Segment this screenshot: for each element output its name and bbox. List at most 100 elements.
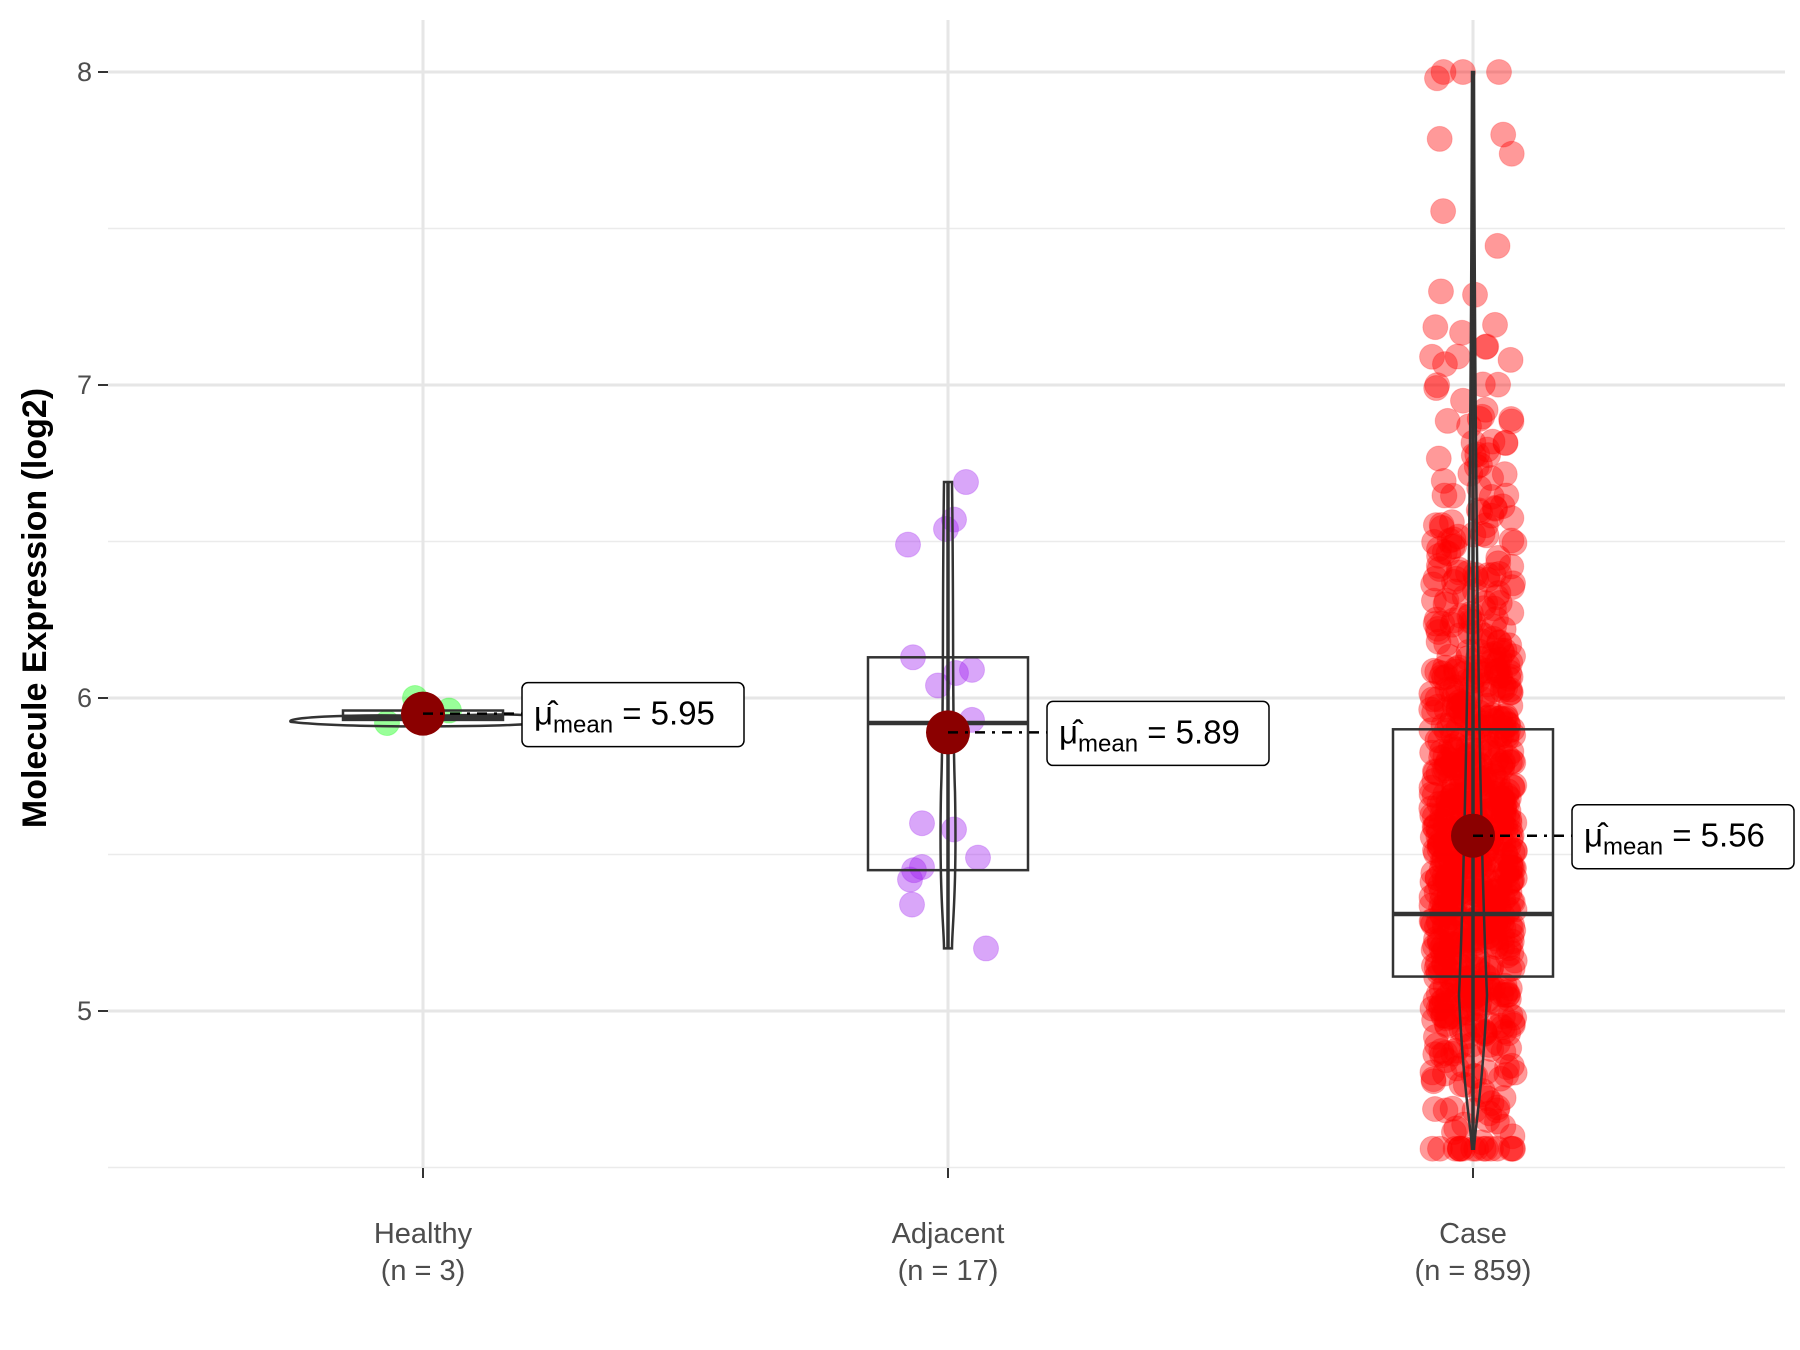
data-point [1429, 610, 1456, 637]
data-point [1428, 1042, 1455, 1069]
data-point [1430, 940, 1457, 967]
data-point [1433, 1011, 1460, 1038]
data-point [1474, 671, 1501, 698]
data-point [1432, 972, 1459, 999]
data-point [909, 854, 935, 881]
data-point [1456, 742, 1483, 769]
data-point [1432, 743, 1459, 770]
data-point [1450, 1135, 1477, 1162]
data-point [1442, 731, 1469, 758]
data-point [1462, 662, 1489, 689]
data-point [1444, 968, 1471, 995]
data-point [1484, 1094, 1511, 1121]
data-point [1438, 904, 1465, 931]
data-point [1426, 929, 1453, 956]
data-point [1485, 550, 1512, 577]
data-point [1444, 982, 1471, 1009]
data-point [1479, 878, 1506, 905]
data-point [1450, 660, 1477, 687]
data-point [1476, 989, 1503, 1016]
data-point [1498, 408, 1525, 435]
data-point [1483, 1108, 1510, 1135]
data-point [1485, 544, 1512, 571]
data-point [1486, 724, 1513, 751]
data-point [1501, 1004, 1528, 1031]
data-point [1431, 654, 1458, 681]
data-point [1421, 814, 1448, 841]
data-point [1425, 981, 1452, 1008]
data-point [1497, 679, 1524, 706]
violin [939, 480, 957, 950]
data-point [1475, 714, 1502, 741]
data-point [1420, 1066, 1447, 1093]
data-point [1450, 925, 1477, 952]
data-point [1434, 750, 1461, 777]
data-point [1486, 589, 1513, 616]
data-point [1421, 1007, 1448, 1034]
data-point [1487, 662, 1514, 689]
data-point [1429, 514, 1456, 541]
data-point [1500, 643, 1527, 670]
data-point [1445, 680, 1472, 707]
data-point [1484, 232, 1511, 259]
data-point [1484, 884, 1511, 911]
data-point [1481, 925, 1508, 952]
data-point [1500, 570, 1527, 597]
data-point [1424, 727, 1451, 754]
data-point [1490, 795, 1517, 822]
data-point [1440, 568, 1467, 595]
data-point [1443, 736, 1470, 763]
data-point [1488, 785, 1515, 812]
data-point [1474, 566, 1501, 593]
data-point [1462, 930, 1489, 957]
data-point [1483, 584, 1510, 611]
data-point [1457, 953, 1484, 980]
data-point [1487, 1012, 1514, 1039]
data-point [1425, 445, 1452, 472]
data-point [1437, 764, 1464, 791]
data-point [1499, 867, 1526, 894]
data-point [1495, 833, 1522, 860]
data-point [1441, 754, 1468, 781]
data-point [1418, 774, 1445, 801]
data-point [1500, 1135, 1527, 1162]
data-point [1428, 807, 1455, 834]
data-point [1489, 750, 1516, 777]
data-point [1494, 942, 1521, 969]
y-tick-label: 5 [77, 996, 92, 1026]
data-point [1482, 495, 1509, 522]
data-point [1428, 988, 1455, 1015]
data-point [1422, 1041, 1449, 1068]
data-point [1463, 755, 1490, 782]
data-point [1484, 650, 1511, 677]
data-point [1479, 428, 1506, 455]
data-point [1490, 714, 1517, 741]
data-point [1501, 865, 1528, 892]
data-point [1483, 787, 1510, 814]
data-point [1439, 533, 1466, 560]
data-point [1449, 763, 1476, 790]
data-point [1468, 903, 1495, 930]
data-point [1501, 838, 1528, 865]
data-point [1486, 629, 1513, 656]
data-point [1426, 832, 1453, 859]
data-point [1491, 461, 1518, 488]
data-point [1489, 754, 1516, 781]
data-point [1457, 684, 1484, 711]
data-point [1495, 785, 1522, 812]
data-point [1419, 1059, 1446, 1086]
data-point [1418, 884, 1445, 911]
data-point [1489, 924, 1516, 951]
data-point [1431, 864, 1458, 891]
data-point [1430, 198, 1457, 225]
data-point [1418, 696, 1445, 723]
data-point [1499, 955, 1526, 982]
data-point [897, 866, 923, 893]
data-point [1498, 505, 1525, 532]
data-point [1482, 311, 1509, 338]
data-point [1441, 578, 1468, 605]
data-point [1438, 509, 1465, 536]
data-point [1422, 814, 1449, 841]
data-point [1423, 926, 1450, 953]
data-point [1444, 985, 1471, 1012]
